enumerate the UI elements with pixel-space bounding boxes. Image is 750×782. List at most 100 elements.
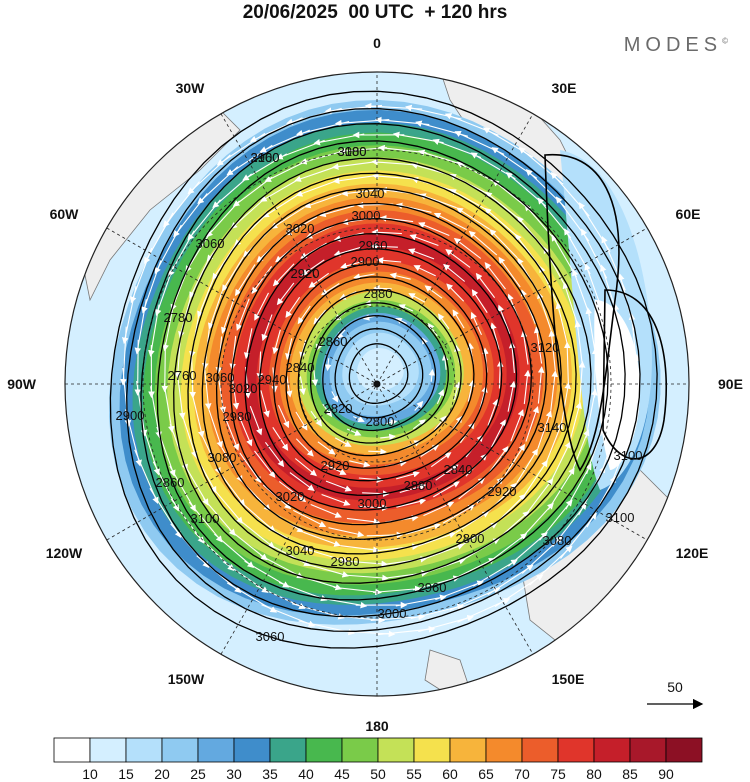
streamline-arrow <box>293 509 327 527</box>
streamline-arrow <box>423 501 455 517</box>
streamline-arrow <box>238 519 275 549</box>
height-contours <box>109 90 667 649</box>
colorbar-cell <box>521 737 559 763</box>
streamline-arrow <box>485 191 522 221</box>
height-contour <box>140 123 626 618</box>
brand-name: MODES <box>623 34 723 56</box>
streamline-arrow <box>317 441 336 455</box>
lon-label-120w: 120W <box>46 545 83 561</box>
height-contour-high <box>602 289 667 460</box>
streamline-arrow <box>299 376 306 396</box>
height-contour <box>156 140 609 601</box>
streamline-arrow <box>304 563 350 578</box>
height-contour <box>187 172 577 570</box>
streamline-arrow <box>303 531 341 547</box>
colorbar-tick-label: 45 <box>334 766 350 782</box>
colorbar-tick-label: 10 <box>82 766 98 782</box>
contour-label: 2880 <box>404 478 433 493</box>
streamline-arrow <box>563 341 571 386</box>
streamline-arrow <box>433 213 467 231</box>
streamline-arrow <box>243 328 253 360</box>
map-boundary <box>64 71 690 697</box>
streamline-arrow <box>467 379 475 402</box>
streamline-arrow <box>427 322 438 337</box>
height-contour <box>230 217 533 526</box>
streamline-arrow <box>222 256 244 292</box>
contour-label: 3080 <box>543 533 572 548</box>
streamline-arrow <box>471 289 488 314</box>
lon-label-60e: 60E <box>676 206 701 222</box>
streamline-arrow <box>549 441 571 484</box>
colorbar-cell <box>53 737 91 763</box>
contour-label: 3000 <box>358 496 387 511</box>
contour-label: 2800 <box>456 531 485 546</box>
streamline-arrow <box>405 522 441 535</box>
contour-label: 3020 <box>286 221 315 236</box>
streamline-arrow <box>336 329 346 340</box>
contour-label: 3100 <box>191 511 220 526</box>
streamline-arrow <box>524 478 554 516</box>
streamline-arrow <box>562 281 579 327</box>
contour-label: 3060 <box>206 370 235 385</box>
streamline-arrow <box>239 452 262 484</box>
contour-label: 2900 <box>116 408 145 423</box>
streamline-arrow <box>341 189 381 197</box>
streamline-arrow <box>270 206 305 229</box>
height-contour <box>215 202 547 540</box>
streamline-arrow <box>428 368 436 382</box>
streamline-arrow <box>413 265 436 277</box>
streamline-arrow <box>331 161 378 170</box>
streamline-arrow <box>221 298 235 334</box>
height-contour <box>201 187 562 555</box>
contour-label: 3040 <box>286 543 315 558</box>
streamline-arrow <box>456 207 491 230</box>
wind-speed-field: 3100 308030603040302030002960292029002880… <box>65 72 689 696</box>
streamline-arrow <box>204 369 212 410</box>
streamline-arrow <box>418 222 450 237</box>
streamline-arrow <box>395 202 432 213</box>
streamline-arrow <box>445 249 471 268</box>
streamline-arrow <box>285 375 293 398</box>
streamline-arrow <box>498 256 521 288</box>
streamline-arrow <box>443 263 466 282</box>
colorbar-cell <box>629 737 667 763</box>
streamline-arrow <box>272 329 281 355</box>
streamline-arrow <box>340 260 365 270</box>
streamline-arrow <box>189 256 211 299</box>
height-contour <box>258 248 503 496</box>
streamline-arrow <box>332 175 376 184</box>
streamline-arrow <box>310 503 342 518</box>
lon-label-60w: 60W <box>50 206 80 222</box>
streamline-arrow <box>487 533 528 564</box>
contour-label: 2980 <box>223 409 252 424</box>
colorbar-cell <box>557 737 595 763</box>
streamline-arrow <box>324 358 332 372</box>
streamline-arrow <box>370 243 398 250</box>
lon-label-30e: 30E <box>552 80 577 96</box>
streamline-arrow <box>395 317 407 324</box>
streamline-arrow <box>420 444 440 457</box>
colorbar-tick-label: 65 <box>478 766 494 782</box>
streamline-arrow <box>254 292 269 321</box>
colorbar-tick-label: 15 <box>118 766 134 782</box>
streamline-arrow <box>254 450 276 478</box>
colorbar-cell <box>305 737 343 763</box>
contour-label: 2840 <box>286 360 315 375</box>
streamline-arrow <box>516 448 538 484</box>
streamline-arrow <box>523 369 531 405</box>
streamline-arrow <box>507 380 517 412</box>
streamline-arrow <box>560 382 571 426</box>
height-contour <box>126 107 641 632</box>
streamline-arrow <box>524 204 558 242</box>
colorbar-cell <box>413 737 451 763</box>
contour-label: 2860 <box>156 475 185 490</box>
colorbar-tick-label: 35 <box>262 766 278 782</box>
streamline-arrow <box>289 472 315 491</box>
height-contour-ridge <box>544 153 620 472</box>
streamline-arrow <box>399 483 427 494</box>
streamline-arrow <box>232 176 273 207</box>
colorbar-tick-label: 40 <box>298 766 314 782</box>
contour-label: 3100 <box>251 150 280 165</box>
streamline-arrow <box>470 311 483 336</box>
streamline-arrow <box>537 366 545 404</box>
